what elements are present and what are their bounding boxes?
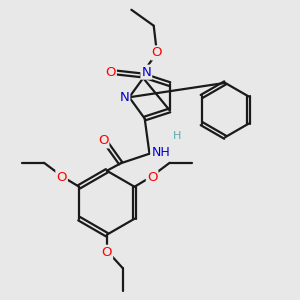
Text: O: O <box>102 246 112 259</box>
Text: O: O <box>105 66 116 79</box>
Text: O: O <box>147 171 158 184</box>
Text: O: O <box>98 134 108 147</box>
Text: NH: NH <box>151 146 170 159</box>
Text: N: N <box>120 91 129 104</box>
Text: N: N <box>141 66 151 79</box>
Text: H: H <box>172 131 181 141</box>
Text: O: O <box>56 171 67 184</box>
Text: O: O <box>152 46 162 59</box>
